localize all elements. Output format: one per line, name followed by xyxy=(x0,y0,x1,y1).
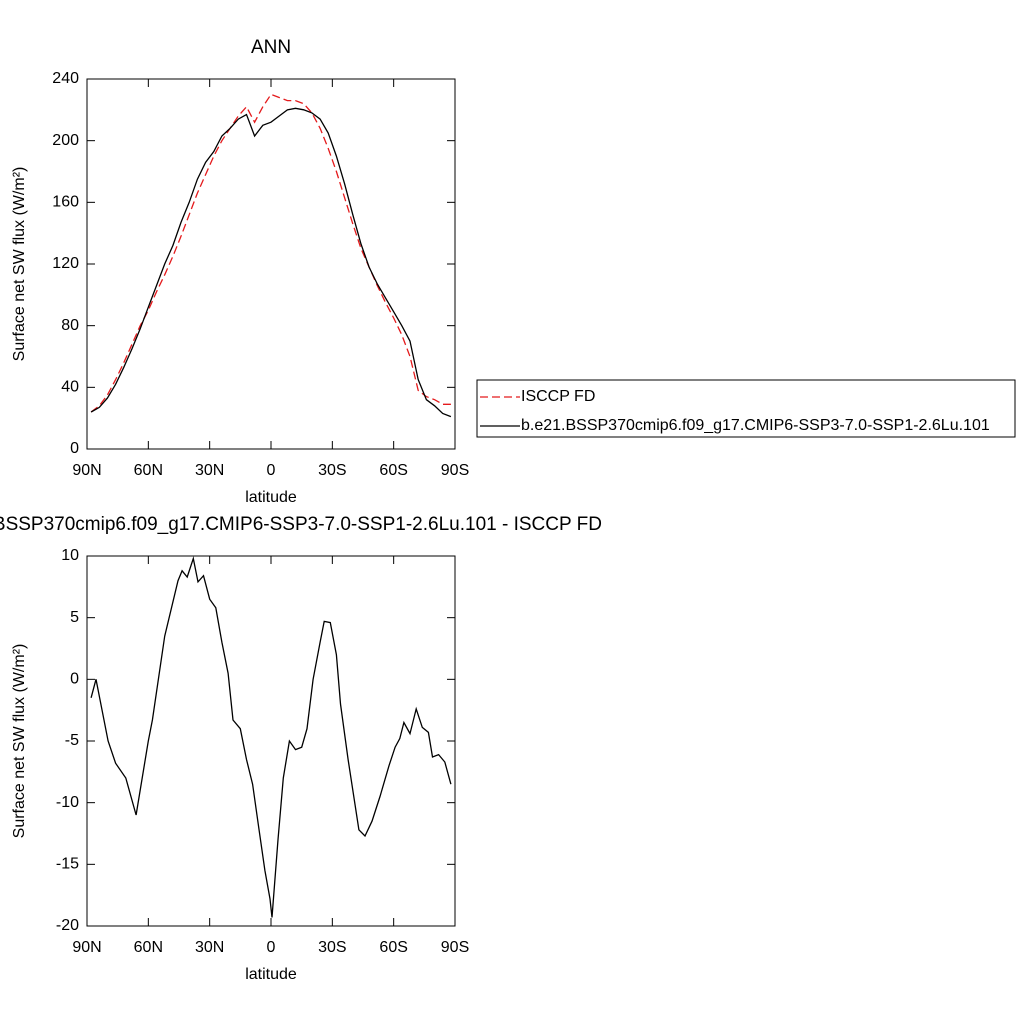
x-axis-label: latitude xyxy=(245,966,297,983)
y-tick-label: 0 xyxy=(70,440,79,457)
x-tick-label: 90N xyxy=(72,939,101,956)
y-tick-label: -5 xyxy=(65,732,79,749)
x-tick-label: 60N xyxy=(134,462,163,479)
y-tick-label: 0 xyxy=(70,671,79,688)
y-tick-label: 80 xyxy=(61,317,79,334)
plot-frame xyxy=(86,555,456,927)
y-tick-label: 10 xyxy=(61,547,79,564)
x-tick-label: 0 xyxy=(267,462,276,479)
x-tick-label: 0 xyxy=(267,939,276,956)
y-tick-label: 240 xyxy=(52,70,79,87)
y-tick-label: 5 xyxy=(70,609,79,626)
x-tick-label: 60S xyxy=(379,939,407,956)
x-tick-label: 30S xyxy=(318,462,346,479)
x-tick-label: 30N xyxy=(195,939,224,956)
data-line xyxy=(90,93,451,413)
x-axis-label: latitude xyxy=(245,489,297,506)
legend-box xyxy=(476,379,1016,438)
y-tick-label: -15 xyxy=(56,856,79,873)
y-axis-label: Surface net SW flux (W/m²) xyxy=(11,167,28,362)
legend-label: b.e21.BSSP370cmip6.f09_g17.CMIP6-SSP3-7.… xyxy=(521,417,990,434)
chart-title: b.e21.BSSP370cmip6.f09_g17.CMIP6-SSP3-7.… xyxy=(0,514,602,535)
y-tick-label: 160 xyxy=(52,194,79,211)
x-tick-label: 90S xyxy=(441,939,469,956)
plot-frame xyxy=(86,78,456,450)
chart-title: ANN xyxy=(251,37,291,58)
x-tick-label: 90S xyxy=(441,462,469,479)
x-tick-label: 30N xyxy=(195,462,224,479)
x-tick-label: 60N xyxy=(134,939,163,956)
data-line xyxy=(90,107,452,418)
y-tick-label: -20 xyxy=(56,917,79,934)
y-tick-label: 40 xyxy=(61,379,79,396)
y-tick-label: 120 xyxy=(52,255,79,272)
y-axis-label: Surface net SW flux (W/m²) xyxy=(11,644,28,839)
y-tick-label: 200 xyxy=(52,132,79,149)
x-tick-label: 90N xyxy=(72,462,101,479)
y-tick-label: -10 xyxy=(56,794,79,811)
x-tick-label: 60S xyxy=(379,462,407,479)
x-tick-label: 30S xyxy=(318,939,346,956)
legend-label: ISCCP FD xyxy=(521,388,595,405)
data-line xyxy=(90,555,452,918)
